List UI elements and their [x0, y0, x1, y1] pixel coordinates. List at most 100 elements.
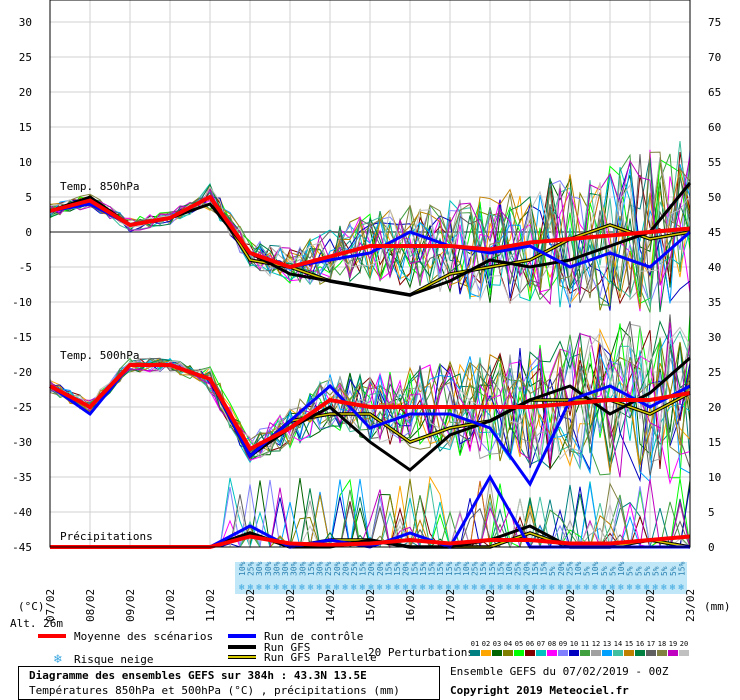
snowflake-icon: ❄ — [454, 583, 460, 593]
snowflake-icon: ❄ — [351, 583, 357, 593]
x-tick-label: 15/02 — [364, 589, 377, 622]
snow-risk-row: 10%❄25%❄30%❄30%❄30%❄30%❄30%❄30%❄15%❄30%❄… — [235, 561, 687, 594]
perturbation-key-item: 01 — [470, 640, 480, 648]
snowflake-icon: ❄ — [661, 583, 667, 593]
perturbation-key-swatch — [492, 650, 502, 656]
snow-risk-value: 15% — [436, 561, 445, 576]
x-tick-label: 07/02 — [44, 589, 57, 622]
legend-gfs-par: Run GFS Parallele — [264, 651, 377, 664]
y-tick-right: 50 — [708, 191, 721, 204]
legend-snow: Risque neige — [74, 653, 154, 666]
y-tick-left: -15 — [12, 331, 32, 344]
snowflake-icon: ❄ — [515, 583, 521, 593]
x-tick-label: 08/02 — [84, 589, 97, 622]
run-info: Ensemble GEFS du 07/02/2019 - 00Z — [450, 665, 669, 678]
snow-risk-value: 5% — [608, 566, 617, 576]
snow-risk-value: 25% — [471, 561, 480, 576]
snow-risk-value: 15% — [453, 561, 462, 576]
y-tick-left: -10 — [12, 296, 32, 309]
y-tick-right: 40 — [708, 261, 721, 274]
y-tick-right: 65 — [708, 86, 721, 99]
snowflake-icon: ❄ — [541, 583, 547, 593]
y-tick-right: 20 — [708, 401, 721, 414]
y-tick-left: -20 — [12, 366, 32, 379]
x-tick-label: 14/02 — [324, 589, 337, 622]
snow-risk-value: 15% — [445, 561, 454, 576]
plot-frame — [49, 0, 691, 548]
snow-risk-value: 5% — [643, 566, 652, 576]
snowflake-icon: ❄ — [377, 583, 383, 593]
perturbation-key-item: 11 — [580, 640, 590, 648]
snow-risk-value: 15% — [488, 561, 497, 576]
perturbation-key-swatch — [679, 650, 689, 656]
snowflake-icon: ❄ — [420, 583, 426, 593]
snow-risk-value: 30% — [255, 561, 264, 576]
snow-risk-value: 25% — [350, 561, 359, 576]
x-tick-label: 11/02 — [204, 589, 217, 622]
legend-mean-swatch — [38, 634, 66, 638]
snow-risk-value: 20% — [522, 561, 531, 576]
perturbation-key-swatch — [547, 650, 557, 656]
y-tick-right: 55 — [708, 156, 721, 169]
t500-label: Temp. 500hPa — [60, 349, 140, 362]
x-tick-label: 22/02 — [644, 589, 657, 622]
snowflake-icon: ❄ — [609, 583, 615, 593]
snow-risk-value: 5% — [626, 566, 635, 576]
snowflake-icon: ❄ — [239, 583, 245, 593]
perturbation-key: 01 02 03 04 05 06 07 08 09 10 11 12 13 14 15 16 17 18 19 20 — [470, 640, 690, 660]
snowflake-icon: ❄ — [618, 583, 624, 593]
perturbation-key-item: 20 — [679, 640, 689, 648]
y-tick-left: 25 — [19, 51, 32, 64]
snow-risk-value: 15% — [384, 561, 393, 576]
snowflake-icon: ❄ — [523, 583, 529, 593]
snowflake-icon: ❄ — [644, 583, 650, 593]
x-tick-label: 16/02 — [404, 589, 417, 622]
snowflake-icon: ❄ — [558, 583, 564, 593]
y-tick-left: 10 — [19, 156, 32, 169]
legend-perturbations: 20 Perturbations — [368, 646, 474, 659]
snowflake-icon: ❄ — [368, 583, 374, 593]
legend-gfs-par-swatch — [228, 655, 256, 659]
y-tick-left: -5 — [19, 261, 32, 274]
perturbation-key-swatch — [580, 650, 590, 656]
perturbation-key-item: 05 — [514, 640, 524, 648]
snowflake-icon: ❄ — [317, 583, 323, 593]
snowflake-icon: ❄ — [248, 583, 254, 593]
perturbation-key-swatch — [668, 650, 678, 656]
t850-label: Temp. 850hPa — [60, 180, 140, 193]
snowflake-icon: ❄ — [360, 583, 366, 593]
snowflake-icon: ❄ — [256, 583, 262, 593]
snowflake-icon: ❄ — [54, 652, 62, 667]
perturbation-key-swatch — [646, 650, 656, 656]
perturbation-key-swatch — [558, 650, 568, 656]
x-tick-label: 13/02 — [284, 589, 297, 622]
x-tick-label: 09/02 — [124, 589, 137, 622]
perturbation-key-item: 18 — [657, 640, 667, 648]
snowflake-icon: ❄ — [601, 583, 607, 593]
y-tick-right: 60 — [708, 121, 721, 134]
copyright: Copyright 2019 Meteociel.fr — [450, 684, 629, 697]
y-tick-right: 10 — [708, 471, 721, 484]
snowflake-icon: ❄ — [446, 583, 452, 593]
snowflake-icon: ❄ — [394, 583, 400, 593]
snowflake-icon: ❄ — [678, 583, 684, 593]
snow-risk-value: 30% — [290, 561, 299, 576]
perturbation-key-item: 14 — [613, 640, 623, 648]
snow-risk-value: 5% — [600, 566, 609, 576]
snowflake-icon: ❄ — [472, 583, 478, 593]
snow-risk-value: 25% — [514, 561, 523, 576]
y-tick-right: 0 — [708, 541, 715, 554]
perturbation-line — [49, 319, 691, 462]
perturbation-key-swatch — [481, 650, 491, 656]
snow-risk-value: 15% — [540, 561, 549, 576]
snow-risk-value: 15% — [359, 561, 368, 576]
y-tick-left: -35 — [12, 471, 32, 484]
chart-title: Diagramme des ensembles GEFS sur 384h : … — [29, 669, 367, 682]
snow-risk-value: 15% — [677, 561, 686, 576]
y-tick-right: 75 — [708, 16, 721, 29]
legend-gfs: Run GFS — [264, 641, 311, 654]
snow-risk-value: 15% — [479, 561, 488, 576]
y-tick-right: 30 — [708, 331, 721, 344]
y-tick-right: 5 — [708, 506, 715, 519]
y-tick-left: 0 — [25, 226, 32, 239]
